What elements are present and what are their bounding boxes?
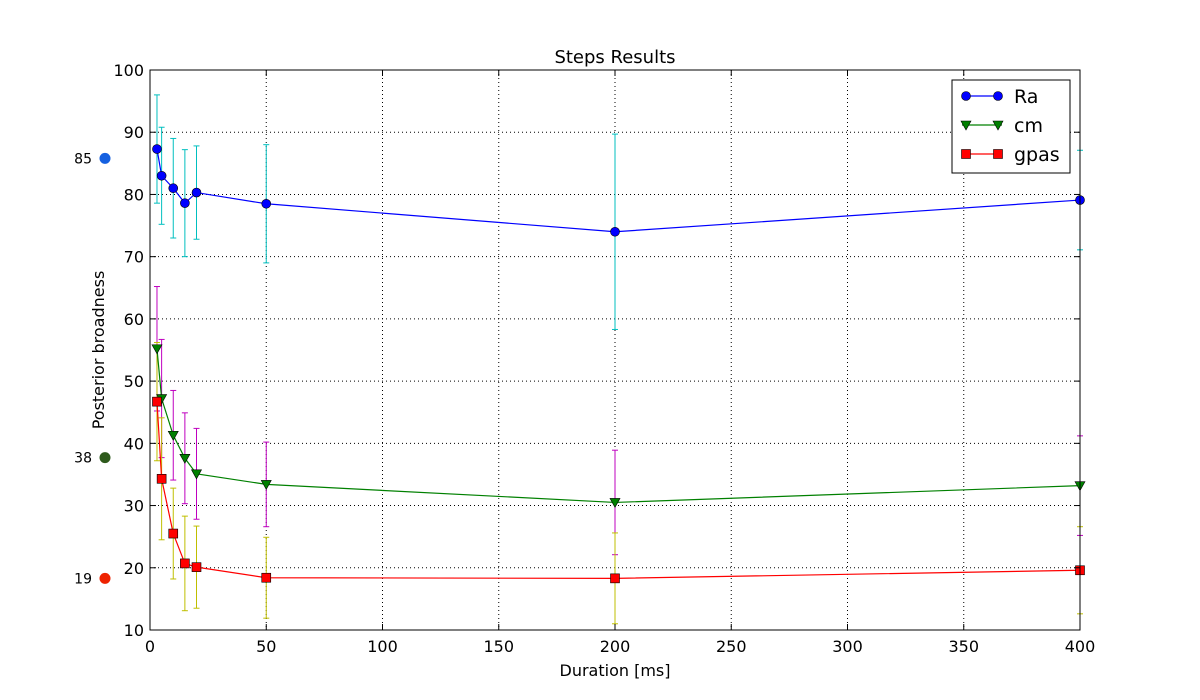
y-tick-label: 40 xyxy=(124,434,144,453)
gpas-data-point xyxy=(610,573,620,584)
x-tick-label: 400 xyxy=(1065,637,1096,656)
cm-series-line xyxy=(156,348,1081,504)
x-tick-label: 50 xyxy=(256,637,276,656)
series-lines xyxy=(156,148,1081,579)
gpas-data-point xyxy=(168,528,179,539)
legend-marker-cm xyxy=(992,120,1004,131)
x-tick-label: 200 xyxy=(600,637,631,656)
side-marker-label: 38 xyxy=(74,451,92,467)
gpas-data-point xyxy=(152,396,162,407)
ra-series-line xyxy=(156,148,1081,233)
y-tick-label: 50 xyxy=(124,372,144,391)
ra-data-point xyxy=(152,144,162,154)
y-tick-label: 20 xyxy=(124,559,144,578)
series-markers xyxy=(151,144,1086,584)
legend-marker-cm xyxy=(960,120,972,131)
x-tick-label: 100 xyxy=(367,637,398,656)
legend-label-cm: cm xyxy=(1014,115,1043,137)
y-axis-label: Posterior broadness xyxy=(89,271,108,430)
legend-label-ra: Ra xyxy=(1014,86,1038,108)
legend: Ra cm gpas xyxy=(951,79,1071,174)
cm-data-point xyxy=(260,480,272,491)
side-marker-label: 85 xyxy=(74,151,92,167)
legend-marker-gpas xyxy=(961,149,971,159)
legend-label-gpas: gpas xyxy=(1014,144,1060,166)
x-tick-label: 300 xyxy=(832,637,863,656)
legend-marker-gpas xyxy=(993,149,1003,159)
legend-marker-ra xyxy=(993,91,1003,101)
x-tick-label: 0 xyxy=(145,637,155,656)
x-tick-label: 350 xyxy=(948,637,979,656)
y-tick-label: 70 xyxy=(124,248,144,267)
y-tick-label: 30 xyxy=(124,497,144,516)
y-tick-label: 90 xyxy=(124,123,144,142)
cm-data-point xyxy=(609,498,621,509)
cm-data-point xyxy=(167,430,179,441)
gpas-series-line xyxy=(156,401,1081,579)
side-marker-dot xyxy=(99,152,111,164)
legend-marker-ra xyxy=(961,91,971,101)
ra-data-point xyxy=(156,170,167,181)
gpas-data-point xyxy=(156,473,167,484)
x-tick-label: 250 xyxy=(716,637,747,656)
ra-data-point xyxy=(261,198,272,209)
gpas-data-point xyxy=(191,562,202,572)
y-tick-label: 60 xyxy=(124,310,144,329)
side-marker-label: 19 xyxy=(74,571,92,587)
x-tick-label: 150 xyxy=(483,637,514,656)
side-marker-dot xyxy=(99,452,111,464)
y-tick-label: 10 xyxy=(124,621,144,640)
cm-data-point xyxy=(151,344,163,355)
ra-data-point xyxy=(610,226,620,237)
ra-data-point xyxy=(180,198,190,208)
gpas-data-point xyxy=(261,572,272,583)
x-axis-label: Duration [ms] xyxy=(560,661,671,680)
side-marker-dot xyxy=(99,572,111,584)
y-tick-label: 100 xyxy=(113,61,144,80)
cm-data-point xyxy=(190,469,203,480)
cm-data-point xyxy=(179,453,191,464)
error-bars xyxy=(153,94,1083,625)
axis-ticks: 0 50 100 150 200 250 300 350 400 10 20 30 40 50 60 70 80… xyxy=(113,61,1095,656)
ra-data-point xyxy=(168,183,179,194)
side-markers: 85 38 19 xyxy=(74,151,111,587)
y-tick-label: 80 xyxy=(124,185,144,204)
chart-title: Steps Results xyxy=(554,47,675,68)
ra-data-point xyxy=(191,187,202,198)
gpas-data-point xyxy=(180,558,190,569)
